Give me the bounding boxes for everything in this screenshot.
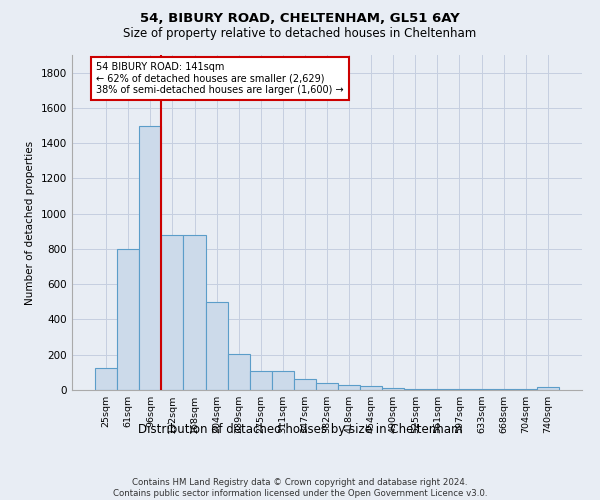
Bar [537, 388, 559, 390]
Bar [316, 383, 338, 390]
Bar [250, 370, 272, 390]
Bar [404, 388, 427, 390]
Bar [95, 368, 117, 390]
Bar [139, 126, 161, 390]
Bar [427, 389, 448, 390]
Text: Size of property relative to detached houses in Cheltenham: Size of property relative to detached ho… [124, 28, 476, 40]
Y-axis label: Number of detached properties: Number of detached properties [25, 140, 35, 304]
Text: 54 BIBURY ROAD: 141sqm
← 62% of detached houses are smaller (2,629)
38% of semi-: 54 BIBURY ROAD: 141sqm ← 62% of detached… [96, 62, 344, 96]
Bar [294, 378, 316, 390]
Text: Distribution of detached houses by size in Cheltenham: Distribution of detached houses by size … [138, 422, 462, 436]
Bar [227, 354, 250, 390]
Bar [206, 302, 227, 390]
Bar [338, 384, 360, 390]
Text: Contains HM Land Registry data © Crown copyright and database right 2024.
Contai: Contains HM Land Registry data © Crown c… [113, 478, 487, 498]
Bar [360, 386, 382, 390]
Bar [161, 235, 184, 390]
Bar [184, 235, 206, 390]
Bar [382, 388, 404, 390]
Bar [272, 370, 294, 390]
Bar [117, 249, 139, 390]
Text: 54, BIBURY ROAD, CHELTENHAM, GL51 6AY: 54, BIBURY ROAD, CHELTENHAM, GL51 6AY [140, 12, 460, 26]
